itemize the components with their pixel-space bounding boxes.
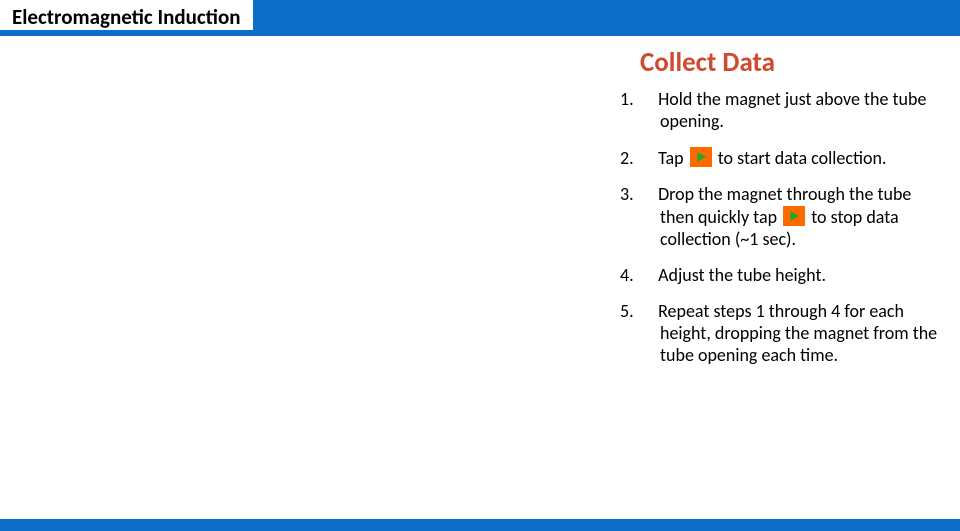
- step-text: Hold the magnet just above the tube open…: [658, 88, 926, 132]
- step-number: 2.: [640, 148, 654, 170]
- step-1: 1. Hold the magnet just above the tube o…: [640, 89, 940, 133]
- step-number: 4.: [640, 265, 654, 287]
- play-icon: [690, 147, 712, 167]
- section-heading: Collect Data: [640, 46, 940, 79]
- step-text: Adjust the tube height.: [658, 264, 826, 286]
- step-text-pre: Tap: [658, 147, 683, 169]
- play-icon: [783, 206, 805, 226]
- step-number: 3.: [640, 184, 654, 206]
- step-4: 4. Adjust the tube height.: [640, 265, 940, 287]
- step-number: 5.: [640, 301, 654, 323]
- step-text: Repeat steps 1 through 4 for each height…: [658, 300, 937, 366]
- step-3: 3. Drop the magnet through the tube then…: [640, 184, 940, 251]
- steps-list: 1. Hold the magnet just above the tube o…: [640, 89, 940, 367]
- footer-bar: [0, 519, 960, 531]
- content-panel: Collect Data 1. Hold the magnet just abo…: [640, 46, 940, 381]
- step-text-post: to start data collection.: [718, 147, 887, 169]
- step-number: 1.: [640, 89, 654, 111]
- play-triangle: [788, 210, 800, 222]
- step-2: 2. Tap to start data collection.: [640, 147, 940, 170]
- slide: Electromagnetic Induction Collect Data 1…: [0, 0, 960, 531]
- step-5: 5. Repeat steps 1 through 4 for each hei…: [640, 301, 940, 367]
- page-title: Electromagnetic Induction: [0, 0, 253, 30]
- play-triangle: [695, 151, 707, 163]
